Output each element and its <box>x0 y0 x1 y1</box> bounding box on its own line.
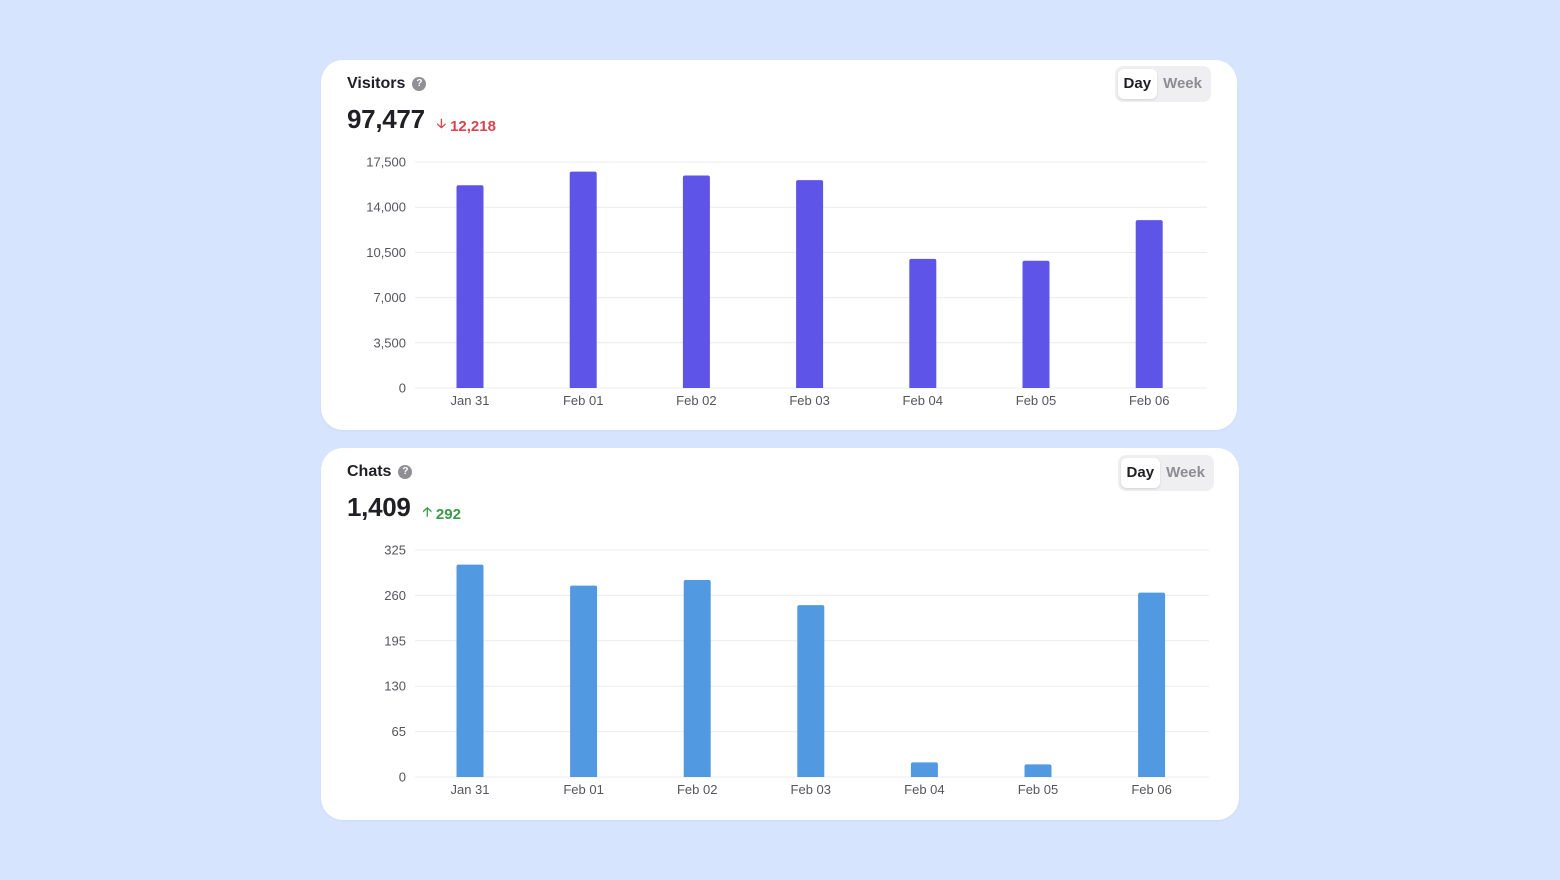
arrow-up-icon: 🡡 <box>422 504 432 519</box>
visitors-y-tick-label: 0 <box>399 381 406 396</box>
help-circle-icon[interactable]: ? <box>412 77 427 91</box>
chats-bar[interactable] <box>570 585 598 777</box>
chats-y-tick-label: 65 <box>392 724 406 739</box>
visitors-metric: 97,477 🡣 12,218 <box>347 104 496 137</box>
visitors-y-tick-label: 10,500 <box>366 245 406 260</box>
visitors-bar-chart: 0 3,500 7,000 10,500 14,000 17,500 Jan 31 Feb 0… <box>366 155 1207 408</box>
help-circle-icon[interactable]: ? <box>398 465 413 479</box>
chats-x-tick-label: Feb 03 <box>791 782 831 797</box>
chats-y-tick-label: 325 <box>384 543 406 558</box>
chats-bar[interactable] <box>797 605 825 777</box>
chats-title-row: Chats ? <box>347 463 413 481</box>
visitors-total: 97,477 <box>347 104 425 134</box>
chats-card: Chats ? 1,409 🡡 292 Day Week 0 65 130 195 26… <box>321 448 1239 820</box>
chats-bar-chart: 0 65 130 195 260 325 Jan 31 Feb 01 Feb 02 Feb 03 F… <box>384 543 1209 797</box>
visitors-x-tick-label: Feb 02 <box>676 393 716 408</box>
chats-metric: 1,409 🡡 292 <box>347 492 461 525</box>
visitors-day-button[interactable]: Day <box>1117 69 1158 99</box>
visitors-y-tick-label: 7,000 <box>373 290 406 305</box>
chats-x-tick-label: Feb 06 <box>1131 782 1171 797</box>
visitors-bar[interactable] <box>569 171 597 388</box>
chats-y-tick-label: 0 <box>399 770 406 785</box>
visitors-y-tick-label: 17,500 <box>366 155 406 170</box>
visitors-bar[interactable] <box>796 180 824 388</box>
chats-x-tick-label: Feb 05 <box>1018 782 1058 797</box>
chats-x-tick-label: Feb 02 <box>677 782 717 797</box>
visitors-title-row: Visitors ? <box>347 75 427 93</box>
visitors-x-tick-label: Feb 04 <box>903 393 943 408</box>
visitors-bar[interactable] <box>1135 220 1163 388</box>
visitors-bar[interactable] <box>909 258 937 388</box>
visitors-bar[interactable] <box>456 185 484 388</box>
visitors-title: Visitors <box>347 75 406 92</box>
chats-total: 1,409 <box>347 492 411 522</box>
chats-bar[interactable] <box>1138 592 1166 777</box>
chats-title: Chats <box>347 463 392 480</box>
visitors-x-tick-label: Jan 31 <box>450 393 489 408</box>
chats-y-tick-label: 260 <box>384 588 406 603</box>
visitors-y-tick-label: 3,500 <box>373 335 406 350</box>
visitors-delta: 🡣 12,218 <box>437 115 496 137</box>
visitors-x-tick-label: Feb 05 <box>1016 393 1056 408</box>
chats-bar[interactable] <box>456 564 484 777</box>
visitors-period-toggle: Day Week <box>1114 66 1211 102</box>
chats-y-tick-label: 130 <box>384 679 406 694</box>
chats-day-button[interactable]: Day <box>1120 458 1161 488</box>
chats-y-tick-label: 195 <box>384 633 406 648</box>
visitors-x-tick-label: Feb 01 <box>563 393 603 408</box>
visitors-delta-value: 12,218 <box>450 117 496 135</box>
visitors-week-button[interactable]: Week <box>1163 75 1202 92</box>
chats-x-tick-label: Jan 31 <box>450 782 489 797</box>
visitors-bar[interactable] <box>682 175 710 388</box>
chats-delta: 🡡 292 <box>423 503 461 525</box>
visitors-bar[interactable] <box>1022 260 1050 388</box>
visitors-x-tick-label: Feb 03 <box>789 393 829 408</box>
chats-bar[interactable] <box>1024 764 1052 777</box>
chats-x-tick-label: Feb 01 <box>563 782 603 797</box>
chats-delta-value: 292 <box>435 505 461 523</box>
chats-bar[interactable] <box>683 580 711 777</box>
visitors-x-tick-label: Feb 06 <box>1129 393 1169 408</box>
chats-period-toggle: Day Week <box>1117 455 1214 491</box>
visitors-y-tick-label: 14,000 <box>366 200 406 215</box>
chats-x-tick-label: Feb 04 <box>904 782 944 797</box>
chats-bar[interactable] <box>910 762 938 777</box>
arrow-down-icon: 🡣 <box>436 116 447 131</box>
visitors-card: Visitors ? 97,477 🡣 12,218 Day Week 0 3,5… <box>321 60 1237 430</box>
chats-week-button[interactable]: Week <box>1166 464 1205 481</box>
